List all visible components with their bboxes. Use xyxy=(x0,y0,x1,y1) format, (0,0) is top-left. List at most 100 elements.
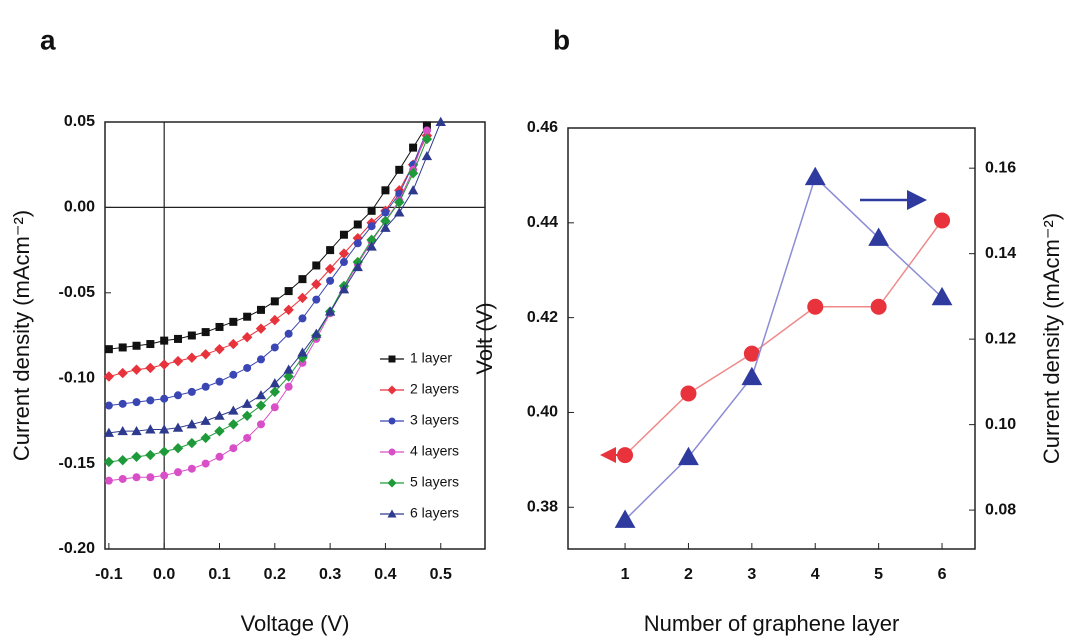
data-point xyxy=(283,304,294,316)
data-point xyxy=(256,355,265,364)
y-tick-label: 0.05 xyxy=(64,113,95,130)
data-point xyxy=(117,367,128,379)
legend-label: 6 layers xyxy=(410,505,459,521)
data-point xyxy=(339,230,348,239)
data-point xyxy=(229,444,238,453)
data-point xyxy=(228,338,239,350)
x-tick-label: 1 xyxy=(621,566,630,583)
legend-marker xyxy=(388,417,396,425)
data-point xyxy=(118,474,127,483)
data-point xyxy=(680,385,697,402)
data-point xyxy=(160,336,169,345)
legend-label: 4 layers xyxy=(410,443,459,459)
data-point xyxy=(741,366,763,386)
data-point xyxy=(422,126,431,135)
x-tick-label: 5 xyxy=(874,566,883,583)
data-point xyxy=(145,449,156,461)
data-point xyxy=(614,509,636,528)
data-point xyxy=(284,329,293,338)
y2-tick-label: 0.08 xyxy=(985,501,1016,518)
data-point xyxy=(160,471,169,480)
data-point xyxy=(187,331,196,340)
data-point xyxy=(367,206,376,215)
data-point xyxy=(103,427,115,437)
data-point xyxy=(186,352,198,363)
data-point xyxy=(145,362,156,374)
data-point xyxy=(158,446,170,457)
x-tick-label: 0.3 xyxy=(319,566,341,583)
y2-axis-label: Current density (mAcm⁻²) xyxy=(1039,213,1064,464)
legend-label: 2 layers xyxy=(410,381,459,397)
data-point xyxy=(229,317,238,326)
data-point xyxy=(422,121,431,130)
data-point xyxy=(381,208,390,217)
data-point xyxy=(132,341,141,350)
data-point xyxy=(421,133,433,145)
y-tick-label: 0.44 xyxy=(527,214,558,231)
data-point xyxy=(146,396,155,405)
data-point xyxy=(228,419,239,430)
data-point xyxy=(158,359,170,370)
x-tick-label: -0.1 xyxy=(95,566,123,583)
data-point xyxy=(326,246,335,255)
data-point xyxy=(394,207,405,217)
y-tick-label: 0.38 xyxy=(527,498,558,515)
x-axis-label: Voltage (V) xyxy=(241,611,350,636)
data-point xyxy=(187,464,196,473)
data-point xyxy=(283,364,294,374)
data-point xyxy=(172,422,184,432)
data-point xyxy=(284,287,293,296)
data-point xyxy=(255,390,267,400)
data-point xyxy=(352,261,363,272)
data-point xyxy=(380,215,391,227)
data-point xyxy=(804,166,826,186)
data-point xyxy=(326,276,335,285)
data-point xyxy=(229,370,238,379)
data-point xyxy=(338,248,350,259)
y-tick-label: -0.10 xyxy=(59,369,96,386)
y-axis-label: Current density (mAcm⁻²) xyxy=(9,210,34,461)
panel-label: b xyxy=(553,24,570,55)
data-point xyxy=(214,410,225,420)
data-point xyxy=(243,433,252,442)
legend-marker xyxy=(388,355,396,363)
data-point xyxy=(407,168,419,179)
series-line xyxy=(108,125,428,350)
legend-marker xyxy=(388,448,396,456)
data-point xyxy=(146,473,155,482)
y-tick-label: -0.20 xyxy=(59,540,96,557)
x-axis-label: Number of graphene layer xyxy=(644,611,900,636)
data-point xyxy=(174,334,183,343)
data-point xyxy=(174,391,183,400)
y-tick-label: -0.05 xyxy=(59,284,96,301)
y-tick-label: 0.40 xyxy=(527,404,558,421)
data-point xyxy=(186,437,198,449)
plot-frame xyxy=(567,127,976,550)
data-point xyxy=(103,371,115,382)
data-point xyxy=(131,451,142,462)
data-point xyxy=(284,382,293,391)
data-point xyxy=(200,349,211,360)
data-point xyxy=(409,143,418,152)
data-point xyxy=(407,185,419,195)
y-tick-label: 0.42 xyxy=(527,309,558,326)
data-point xyxy=(324,263,336,275)
data-point xyxy=(201,328,210,337)
legend-marker xyxy=(387,478,397,488)
y-tick-label: 0.46 xyxy=(527,119,558,136)
data-point xyxy=(241,410,253,421)
data-point xyxy=(421,150,433,161)
data-point xyxy=(132,398,141,407)
data-point xyxy=(270,297,279,306)
data-point xyxy=(298,275,307,284)
data-point xyxy=(145,424,156,434)
data-point xyxy=(269,386,281,398)
x-tick-label: 2 xyxy=(684,566,693,583)
y2-tick-label: 0.14 xyxy=(985,245,1016,262)
x-tick-label: 0.5 xyxy=(430,566,452,583)
data-point xyxy=(255,400,267,411)
data-point xyxy=(353,239,362,248)
data-point xyxy=(269,378,281,388)
x-tick-label: 0.2 xyxy=(264,566,286,583)
data-point xyxy=(131,425,142,436)
